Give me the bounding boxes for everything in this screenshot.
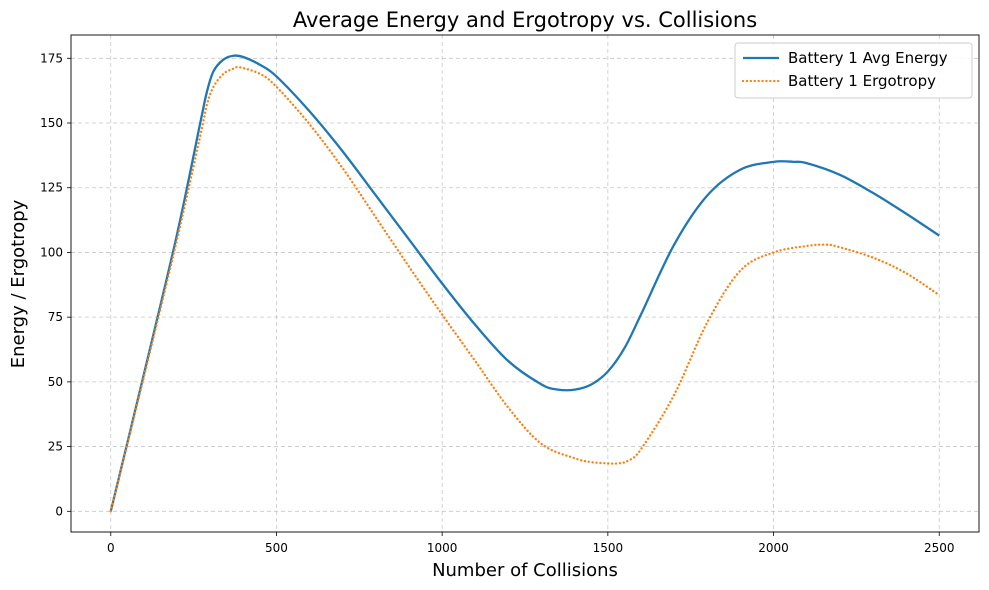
- grid-lines: [71, 35, 979, 532]
- y-axis-label: Energy / Ergotropy: [8, 199, 29, 368]
- y-tick-label: 25: [48, 440, 63, 454]
- y-tick-label: 100: [40, 245, 63, 259]
- legend: Battery 1 Avg Energy Battery 1 Ergotropy: [734, 42, 973, 99]
- y-tick-label: 50: [48, 375, 63, 389]
- x-tick-label: 2500: [924, 541, 955, 555]
- y-tick-label: 125: [40, 181, 63, 195]
- series-line-2: [109, 65, 941, 513]
- legend-label-2: Battery 1 Ergotropy: [788, 72, 936, 90]
- legend-label-1: Battery 1 Avg Energy: [788, 49, 948, 67]
- x-tick-label: 1000: [427, 541, 458, 555]
- axis-ticks: 0 500 1000 1500 2000 2500 0 25 50 75 100 125 150 175: [40, 51, 954, 555]
- y-tick-label: 75: [48, 310, 63, 324]
- x-axis-label: Number of Collisions: [432, 560, 618, 581]
- chart-title: Average Energy and Ergotropy vs. Collisi…: [293, 8, 757, 32]
- series-line-1: [109, 54, 940, 512]
- x-tick-label: 2000: [758, 541, 789, 555]
- x-tick-label: 0: [107, 541, 115, 555]
- series-layer: [109, 54, 941, 513]
- x-tick-label: 500: [265, 541, 288, 555]
- x-tick-label: 1500: [593, 541, 624, 555]
- plot-frame: [70, 34, 980, 533]
- y-tick-label: 150: [40, 116, 63, 130]
- y-tick-label: 175: [40, 51, 63, 65]
- y-tick-label: 0: [55, 504, 63, 518]
- legend-box: [734, 42, 973, 99]
